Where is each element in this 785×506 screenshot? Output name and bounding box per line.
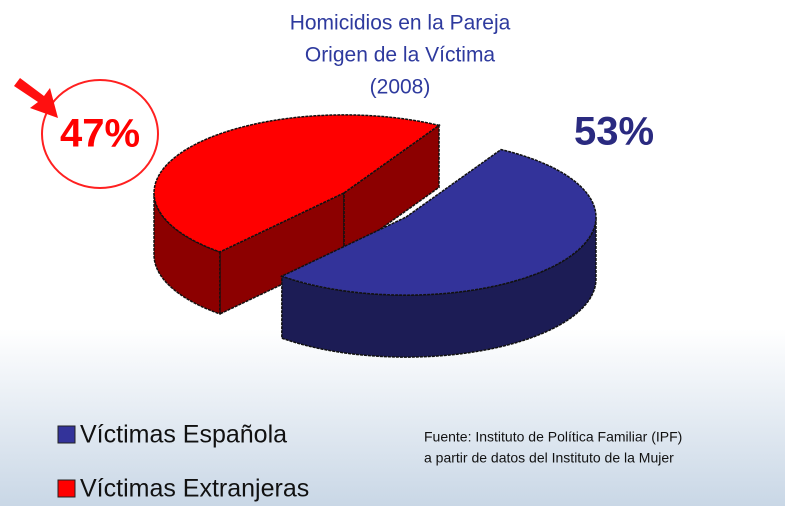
value-label: 47% <box>60 112 140 156</box>
title-group: Homicidios en la Pareja Origen de la Víc… <box>290 12 511 99</box>
source-note: Fuente: Instituto de Política Familiar (… <box>424 429 682 445</box>
legend-label: Víctimas Extranjeras <box>80 475 309 503</box>
legend-swatch <box>57 479 76 498</box>
chart-title: Origen de la Víctima <box>305 44 496 67</box>
slice <box>279 148 597 296</box>
legend-swatch <box>57 425 76 444</box>
source-note: a partir de datos del Instituto de la Mu… <box>424 450 674 466</box>
slice <box>153 114 441 253</box>
value-label: 53% <box>574 110 654 154</box>
legend-label: Víctimas Española <box>80 421 287 449</box>
chart-title: Homicidios en la Pareja <box>290 12 511 35</box>
arrow <box>14 78 58 118</box>
highlight-circle <box>41 79 159 189</box>
pie <box>153 114 597 358</box>
chart-title: (2008) <box>370 76 431 99</box>
slice-side <box>219 191 345 316</box>
slice-side <box>153 193 221 316</box>
